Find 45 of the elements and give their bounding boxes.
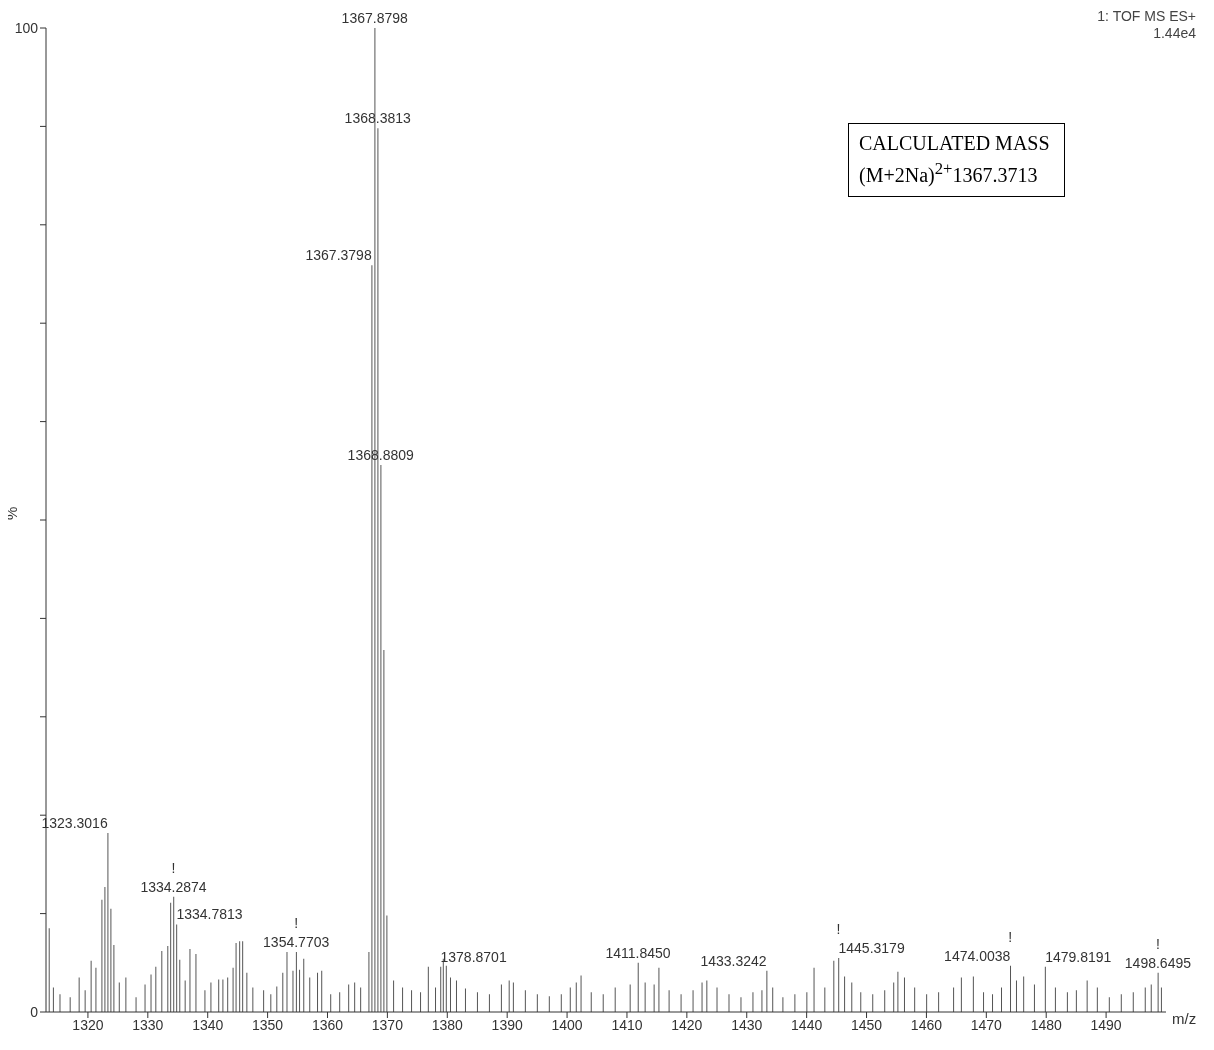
annotation: 1368.8809 [347, 446, 414, 463]
x-tick-label: 1340 [192, 1016, 224, 1033]
x-tick-label: 1430 [731, 1016, 763, 1033]
text: 1: TOF MS ES+ [1097, 8, 1196, 25]
annotation: 1411.8450 [605, 944, 671, 961]
x-tick-label: 1400 [551, 1016, 583, 1033]
annotation: 1378.8701 [440, 948, 507, 965]
annotation: ! [171, 859, 176, 876]
annotation: 1433.3242 [700, 952, 767, 969]
x-tick-label: 1380 [431, 1016, 464, 1033]
annotation: ! [294, 914, 299, 931]
x-tick-label: 1460 [910, 1016, 943, 1033]
x-tick-label: 1490 [1090, 1016, 1122, 1033]
annotation: 1334.2874 [140, 878, 207, 895]
annotation: 1368.3813 [344, 110, 411, 127]
x-tick-label: 1350 [252, 1016, 284, 1033]
x-tick-label: 1480 [1030, 1016, 1062, 1033]
annotation: ! [836, 920, 841, 937]
annotation: 1367.8798 [341, 10, 408, 26]
annotation: 1479.8191 [1045, 948, 1112, 965]
x-tick-label: 1440 [791, 1016, 823, 1033]
x-tick-label: 1420 [671, 1016, 703, 1033]
x-tick-label: 1370 [371, 1016, 404, 1033]
annotation: 1498.6495 [1124, 954, 1192, 971]
x-tick-label: 1330 [132, 1016, 164, 1033]
x-tick-label: 1320 [72, 1016, 104, 1033]
x-tick-label: 1410 [611, 1016, 643, 1033]
annotation: 1367.3798 [305, 247, 372, 264]
x-axis-title: m/z [1172, 1010, 1197, 1028]
y-tick-label: 100 [14, 19, 39, 36]
annotation: CALCULATED MASS [859, 131, 1050, 156]
annotation: 1445.3179 [838, 939, 905, 956]
x-tick-label: 1470 [970, 1016, 1003, 1033]
x-tick-label: 1450 [850, 1016, 883, 1033]
annotation: 1354.7703 [263, 933, 330, 950]
annotation: (M+2Na)$^{2+}$1367.3713 [859, 158, 1039, 188]
annotation: 1323.3016 [41, 814, 108, 831]
annotation: 1.44e4 [1152, 25, 1196, 42]
x-tick-label: 1390 [491, 1016, 523, 1033]
annotation: ! [1008, 928, 1013, 945]
x-tick-label: 1360 [311, 1016, 344, 1033]
annotation: ! [1155, 935, 1160, 952]
annotation: 1334.7813 [176, 906, 243, 923]
y-tick-label: 0 [30, 1003, 39, 1020]
annotation: 1474.0038 [944, 947, 1011, 964]
